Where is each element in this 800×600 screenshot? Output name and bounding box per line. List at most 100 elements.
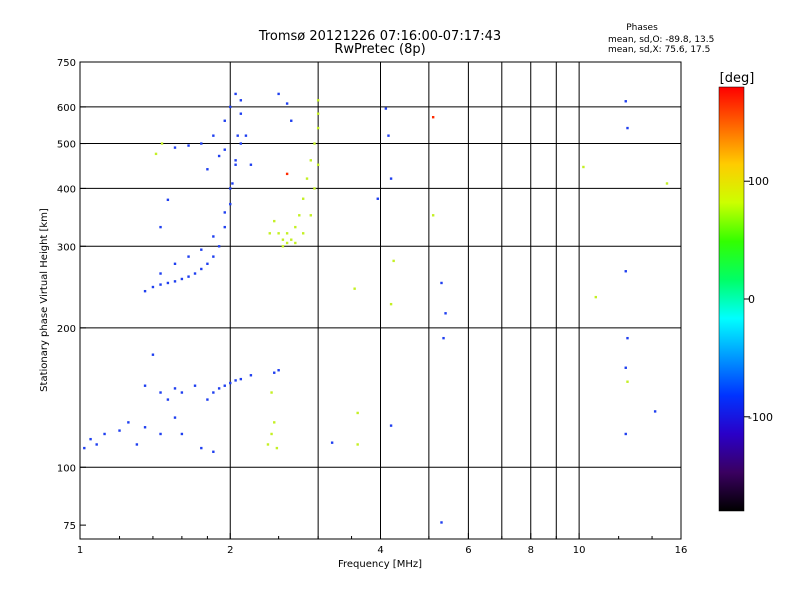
x-tick-label: 4 bbox=[377, 545, 383, 556]
colorbar-tick-label: -100 bbox=[748, 411, 773, 424]
data-point bbox=[624, 432, 627, 436]
colorbar-ticks: 100 0 -100 bbox=[744, 175, 773, 424]
data-point bbox=[353, 287, 356, 290]
data-point bbox=[217, 387, 221, 390]
data-point bbox=[624, 270, 627, 273]
colorbar-tick-label: 0 bbox=[748, 293, 755, 306]
data-point bbox=[582, 165, 585, 169]
y-tick-label: 500 bbox=[57, 140, 76, 151]
y-tick-label: 400 bbox=[57, 184, 76, 195]
data-point bbox=[159, 432, 162, 436]
data-point bbox=[206, 262, 209, 265]
points-layer bbox=[83, 92, 669, 524]
data-point bbox=[180, 432, 184, 436]
data-point bbox=[127, 421, 130, 424]
data-point bbox=[223, 148, 226, 151]
data-point bbox=[626, 336, 629, 340]
x-axis-label: Frequency [MHz] bbox=[338, 559, 422, 570]
x-tick-label: 2 bbox=[227, 545, 233, 556]
data-point bbox=[180, 391, 184, 394]
data-point bbox=[229, 187, 232, 190]
data-point bbox=[249, 163, 253, 166]
data-point bbox=[626, 126, 629, 130]
data-point bbox=[389, 302, 393, 306]
y-tick-label: 300 bbox=[57, 242, 76, 253]
y-tick-label: 200 bbox=[57, 324, 76, 335]
data-point bbox=[217, 154, 221, 158]
data-point bbox=[239, 99, 243, 102]
data-point bbox=[285, 241, 289, 245]
data-point bbox=[166, 198, 170, 202]
data-point bbox=[298, 214, 301, 217]
data-point bbox=[83, 446, 86, 450]
data-point bbox=[273, 219, 276, 223]
data-point bbox=[223, 225, 226, 229]
data-point bbox=[159, 272, 162, 275]
data-point bbox=[206, 168, 209, 171]
data-point bbox=[431, 214, 435, 217]
data-point bbox=[281, 245, 285, 248]
x-tick-label: 1 bbox=[77, 545, 83, 556]
data-point bbox=[239, 112, 243, 115]
data-point bbox=[309, 214, 312, 217]
data-point bbox=[187, 275, 190, 278]
data-point bbox=[376, 197, 379, 200]
data-point bbox=[653, 410, 657, 413]
data-point bbox=[200, 267, 203, 271]
data-point bbox=[200, 446, 203, 450]
data-point bbox=[173, 146, 177, 149]
data-point bbox=[313, 187, 316, 190]
data-point bbox=[166, 398, 170, 401]
data-point bbox=[356, 411, 359, 415]
x-tick-label: 16 bbox=[675, 545, 688, 556]
data-point bbox=[266, 443, 270, 446]
data-point bbox=[143, 426, 147, 429]
y-tick-label: 750 bbox=[57, 58, 76, 69]
data-point bbox=[212, 450, 215, 453]
data-point bbox=[193, 384, 197, 387]
data-point bbox=[212, 134, 215, 137]
data-point bbox=[389, 424, 393, 427]
data-point bbox=[229, 202, 232, 206]
data-point bbox=[173, 416, 177, 419]
data-point bbox=[285, 172, 289, 176]
data-point bbox=[301, 197, 305, 200]
data-point bbox=[392, 259, 395, 263]
data-point bbox=[270, 432, 273, 436]
data-point bbox=[316, 163, 320, 166]
data-point bbox=[440, 281, 443, 285]
grid-layer bbox=[80, 62, 681, 539]
y-tick-label: 100 bbox=[57, 463, 76, 474]
data-point bbox=[277, 369, 280, 372]
colorbar-tick-label: 100 bbox=[748, 175, 769, 188]
data-point bbox=[309, 159, 312, 162]
data-point bbox=[301, 232, 305, 235]
data-point bbox=[212, 391, 215, 394]
data-point bbox=[206, 398, 209, 401]
data-point bbox=[624, 366, 627, 369]
data-point bbox=[290, 238, 293, 241]
data-point bbox=[313, 142, 316, 145]
data-point bbox=[159, 391, 162, 394]
data-point bbox=[268, 232, 271, 235]
data-point bbox=[305, 177, 309, 180]
data-point bbox=[95, 443, 98, 446]
data-point bbox=[285, 232, 289, 235]
y-tick-label: 75 bbox=[63, 521, 76, 532]
data-point bbox=[277, 92, 280, 96]
data-point bbox=[89, 437, 92, 441]
data-point bbox=[234, 92, 237, 96]
data-point bbox=[223, 119, 226, 122]
chart-title-line1: Tromsø 20121226 07:16:00-07:17:43 bbox=[258, 29, 501, 44]
data-point bbox=[154, 152, 158, 156]
data-point bbox=[294, 225, 297, 229]
colorbar bbox=[718, 86, 745, 512]
data-point bbox=[200, 248, 203, 251]
data-point bbox=[173, 262, 177, 265]
data-point bbox=[294, 241, 297, 245]
data-point bbox=[173, 280, 177, 283]
data-point bbox=[239, 377, 243, 381]
data-point bbox=[135, 443, 139, 446]
data-point bbox=[239, 142, 243, 145]
